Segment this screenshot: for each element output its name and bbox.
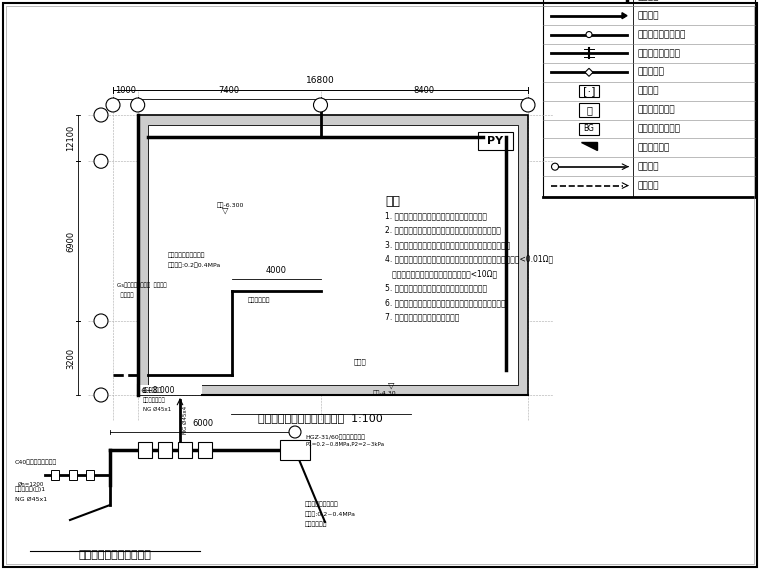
Text: ⊕+8.000: ⊕+8.000 [141,386,175,395]
Text: 穿墙或穿楼板备管: 穿墙或穿楼板备管 [638,49,681,58]
Bar [51,470,59,480]
Text: 1. 室内的燃气管道待设备布置确定后再行设计。: 1. 室内的燃气管道待设备布置确定后再行设计。 [385,211,487,220]
Text: 气压力:0.2~0.4MPa: 气压力:0.2~0.4MPa [305,511,356,517]
Text: 室内天然气进口: 室内天然气进口 [143,397,166,402]
Text: PY: PY [487,136,503,146]
Text: ①: ① [292,429,298,435]
Text: 16800: 16800 [306,76,335,85]
Text: ④: ④ [524,100,531,109]
Circle shape [313,98,328,112]
Text: 6000: 6000 [192,419,213,428]
Bar [138,385,202,395]
Text: 到燃烧炉接头: 到燃烧炉接头 [305,522,328,527]
Text: 消防炉内敷设: 消防炉内敷设 [143,387,162,393]
Circle shape [289,426,301,438]
Text: ④: ④ [97,390,104,400]
Text: 楼空外中压天然气管道: 楼空外中压天然气管道 [167,252,205,258]
Text: ②: ② [97,157,104,166]
Bar [280,440,310,460]
Text: 室内天然气(供)1: 室内天然气(供)1 [15,486,46,492]
Text: 膜式天然气流量表: 膜式天然气流量表 [638,124,681,133]
Text: 2. 室内天然气管道严禁敷设在封闭成其他密闭空间内。: 2. 室内天然气管道严禁敷设在封闭成其他密闭空间内。 [385,226,501,234]
Text: 标高-4.30: 标高-4.30 [373,390,397,396]
Text: 1000: 1000 [115,86,136,95]
Text: 管道活接头: 管道活接头 [638,68,665,77]
Text: 详透视图: 详透视图 [117,292,134,298]
Text: ▽: ▽ [222,205,228,214]
Text: 管道标向: 管道标向 [638,162,660,171]
Text: 4000: 4000 [265,266,287,275]
Polygon shape [622,13,627,19]
Circle shape [106,98,120,112]
Text: 7. 透视图与平面布置图互为补充。: 7. 透视图与平面布置图互为补充。 [385,312,459,321]
Circle shape [586,31,592,38]
Text: 法兰球阀: 法兰球阀 [638,87,660,96]
Text: P1=0.2~0.8MPa,P2=2~3kPa: P1=0.2~0.8MPa,P2=2~3kPa [305,442,384,447]
Polygon shape [581,142,597,150]
Text: 管道大小头（同心）: 管道大小头（同心） [638,30,686,39]
Bar [138,115,528,395]
Text: NG Ø45x1: NG Ø45x1 [15,497,47,502]
Text: 燃气压力:0.2～0.4MPa: 燃气压力:0.2～0.4MPa [167,262,220,268]
Text: 坡度流向: 坡度流向 [638,181,660,190]
Bar [178,442,192,458]
Text: 3200: 3200 [66,347,75,369]
Text: 到燃烧炉接头: 到燃烧炉接头 [247,297,270,303]
Bar [579,123,599,135]
Text: 消防户: 消防户 [353,359,366,365]
Circle shape [94,314,108,328]
Text: 5. 图中以为室外地坪标高，则为室内地面标高。: 5. 图中以为室外地坪标高，则为室内地面标高。 [385,283,487,292]
Text: 说明: 说明 [385,195,400,208]
Text: 7400: 7400 [219,86,239,95]
Text: Gs爆式天然气压气置  入口管道: Gs爆式天然气压气置 入口管道 [117,282,167,288]
Text: 管道丝堵: 管道丝堵 [638,11,660,20]
Text: 12100: 12100 [66,125,75,151]
Text: 天然气放散管出口断背接地，接地电阻<10Ω。: 天然气放散管出口断背接地，接地电阻<10Ω。 [385,269,497,278]
Circle shape [131,98,144,112]
Bar [86,470,94,480]
Bar [579,85,599,97]
Text: ▽: ▽ [388,381,394,389]
Bar [158,442,172,458]
Circle shape [552,163,559,170]
Text: 紧急切断电磁阀: 紧急切断电磁阀 [638,105,676,115]
Circle shape [94,154,108,168]
Text: 负一层天然气管道透视图: 负一层天然气管道透视图 [78,550,151,560]
Polygon shape [585,68,593,76]
Text: 6900: 6900 [66,230,75,252]
Text: [·]: [·] [583,86,595,96]
Text: ②: ② [135,100,141,109]
Bar [69,470,77,480]
Text: 天然气调压箱: 天然气调压箱 [638,143,670,152]
Text: 8400: 8400 [413,86,435,95]
Text: 4. 天然气管道应作静电接地，近乡之间应设的接分线，趋接电阻<0.01Ω，: 4. 天然气管道应作静电接地，近乡之间应设的接分线，趋接电阻<0.01Ω， [385,254,553,263]
Text: BG: BG [584,124,594,133]
Text: ①: ① [97,111,104,120]
Bar [478,132,513,150]
Text: 负一层天然气管道平面布置图  1:100: 负一层天然气管道平面布置图 1:100 [258,413,383,423]
Circle shape [94,108,108,122]
Bar [579,103,599,117]
Text: NG Ø45x4: NG Ø45x4 [183,406,188,434]
Text: Øn=1200: Øn=1200 [18,482,44,487]
Text: 标高-6.300: 标高-6.300 [217,202,244,208]
Text: HGZ-31/60型天然气调压器: HGZ-31/60型天然气调压器 [305,434,365,440]
Text: 3. 室内燃气浓度检测报警器与燃气切断紧急总切断阀连锁。: 3. 室内燃气浓度检测报警器与燃气切断紧急总切断阀连锁。 [385,240,510,249]
Bar [198,442,212,458]
Text: 6. 天然气管道系统调由专业天然气公司确认后方可施工。: 6. 天然气管道系统调由专业天然气公司确认后方可施工。 [385,298,505,307]
Text: C40膜式天然气流量表: C40膜式天然气流量表 [15,459,57,465]
Text: ①: ① [109,100,116,109]
Circle shape [94,388,108,402]
Bar [147,125,518,385]
Text: NG Ø45x1: NG Ø45x1 [143,407,171,412]
Bar [138,442,152,458]
Text: 楼外中庭天然气管道: 楼外中庭天然气管道 [305,502,339,507]
Text: 管道端板: 管道端板 [638,0,660,1]
Circle shape [521,98,535,112]
Text: ③: ③ [97,316,104,325]
Text: 嗎: 嗎 [586,105,592,115]
Text: ③: ③ [317,100,324,109]
